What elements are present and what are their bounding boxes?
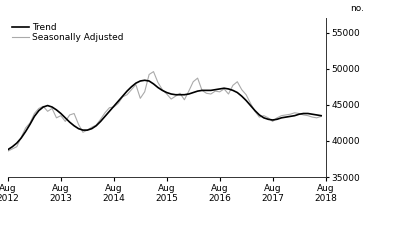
Trend (142, 79, 147, 82)
Seasonally Adjusted (50, 107, 54, 110)
Trend (319, 114, 324, 117)
Text: no.: no. (351, 4, 364, 13)
Seasonally Adjusted (222, 88, 226, 90)
Trend (208, 89, 213, 92)
Trend (112, 105, 116, 108)
Trend (81, 129, 85, 131)
Trend (222, 87, 226, 90)
Trend (6, 148, 10, 151)
Seasonally Adjusted (81, 131, 85, 134)
Trend (187, 93, 191, 95)
Seasonally Adjusted (112, 106, 116, 108)
Seasonally Adjusted (208, 93, 213, 95)
Seasonally Adjusted (6, 150, 10, 152)
Line: Seasonally Adjusted: Seasonally Adjusted (8, 72, 321, 151)
Line: Trend: Trend (8, 80, 321, 150)
Seasonally Adjusted (187, 90, 191, 92)
Seasonally Adjusted (319, 115, 324, 118)
Seasonally Adjusted (151, 70, 156, 73)
Legend: Trend, Seasonally Adjusted: Trend, Seasonally Adjusted (12, 23, 124, 42)
Trend (50, 106, 54, 108)
